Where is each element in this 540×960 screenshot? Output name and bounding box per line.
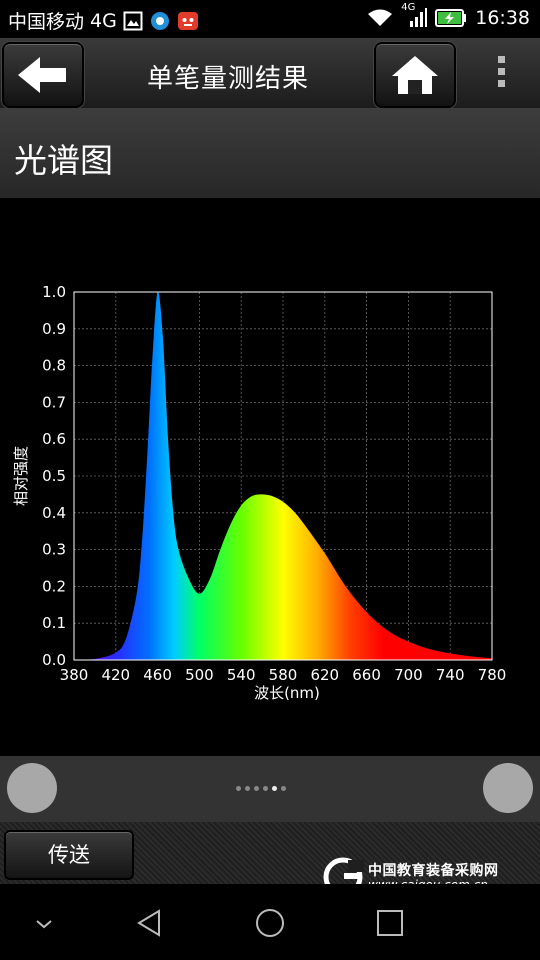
spectrum-chart-svg: 0.0 0.1 0.2 0.3 0.4 0.5 0.6 0.7 0.8 0.9 1.0 380 420… <box>12 283 507 702</box>
x-tick-label: 540 <box>227 666 256 684</box>
page-dot <box>245 786 250 791</box>
app-notification-icon <box>150 11 169 30</box>
navigation-bar <box>0 884 540 960</box>
page-dot <box>263 786 268 791</box>
battery-charging-icon <box>435 9 467 27</box>
home-icon <box>392 56 438 94</box>
y-tick-label: 1.0 <box>42 283 66 301</box>
wifi-icon <box>368 9 393 26</box>
recent-apps-icon[interactable] <box>376 909 404 937</box>
previous-page-button[interactable] <box>7 763 57 813</box>
x-tick-label: 780 <box>478 666 507 684</box>
x-tick-label: 500 <box>185 666 214 684</box>
y-tick-label: 0.2 <box>42 577 66 595</box>
watermark-name: 中国教育装备采购网 <box>368 863 499 879</box>
carrier-name: 中国移动 <box>8 11 85 33</box>
plot-frame <box>73 291 493 661</box>
x-tick-label: 580 <box>269 666 298 684</box>
pager-bar <box>0 756 540 822</box>
y-tick-label: 0.5 <box>42 467 66 485</box>
bottom-bar: 传送 中国教育装备采购网 www.caigou.com.cn <box>0 822 540 897</box>
x-tick-label: 660 <box>352 666 381 684</box>
y-tick-label: 0.3 <box>42 541 66 559</box>
spectrum-chart: 0.0 0.1 0.2 0.3 0.4 0.5 0.6 0.7 0.8 0.9 1.0 380 420… <box>0 198 540 756</box>
x-tick-label: 380 <box>60 666 89 684</box>
section-title: 光谱图 <box>14 141 113 180</box>
page-title: 单笔量测结果 <box>146 64 309 94</box>
y-tick-label: 0.8 <box>42 357 66 375</box>
page-dot <box>236 786 241 791</box>
send-button[interactable]: 传送 <box>4 830 134 880</box>
status-bar: 中国移动 4G 4G <box>0 0 540 38</box>
network-small-label: 4G <box>401 2 416 13</box>
page-dot <box>254 786 259 791</box>
section-header: 光谱图 <box>0 108 540 198</box>
network-type: 4G <box>90 9 117 32</box>
home-button[interactable] <box>374 42 456 108</box>
y-tick-label: 0.6 <box>42 430 66 448</box>
x-tick-label: 700 <box>394 666 423 684</box>
x-tick-label: 620 <box>310 666 339 684</box>
y-axis-label: 相对强度 <box>12 446 30 506</box>
x-tick-label: 420 <box>101 666 130 684</box>
next-page-button[interactable] <box>483 763 533 813</box>
signal-icon <box>410 8 428 27</box>
page-dot <box>281 786 286 791</box>
y-tick-label: 0.4 <box>42 504 66 522</box>
y-tick-label: 0.7 <box>42 393 66 411</box>
clock: 16:38 <box>475 7 530 29</box>
page-indicator <box>236 786 286 791</box>
y-tick-label: 0.1 <box>42 614 66 632</box>
page-dot <box>272 786 277 791</box>
back-button[interactable] <box>2 42 84 108</box>
app-bar: 单笔量测结果 <box>0 38 540 109</box>
back-nav-icon[interactable] <box>135 908 165 938</box>
x-tick-label: 740 <box>436 666 465 684</box>
hide-keyboard-icon[interactable] <box>32 912 56 936</box>
overflow-menu-icon[interactable] <box>498 56 506 92</box>
x-tick-label: 460 <box>143 666 172 684</box>
mascot-notification-icon <box>177 11 198 30</box>
y-tick-label: 0.0 <box>42 651 66 669</box>
gallery-icon <box>123 11 143 30</box>
home-nav-icon[interactable] <box>254 907 286 939</box>
spectrum-area <box>74 291 492 660</box>
x-axis-label: 波长(nm) <box>254 684 320 702</box>
y-tick-label: 0.9 <box>42 320 66 338</box>
back-arrow-icon <box>18 57 66 93</box>
